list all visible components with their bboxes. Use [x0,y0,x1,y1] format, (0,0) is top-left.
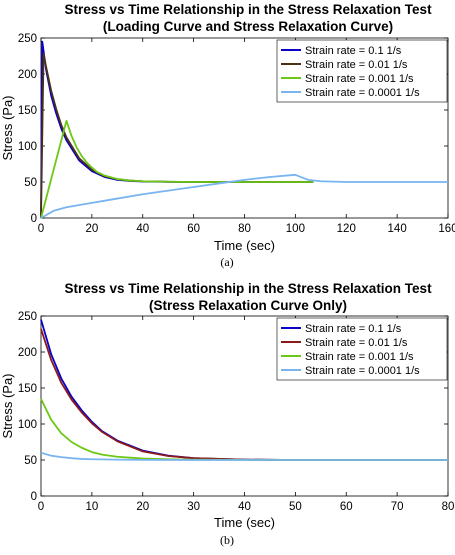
chart-title: Stress vs Time Relationship in the Stres… [64,2,432,17]
legend-entry: Strain rate = 0.01 1/s [305,59,408,71]
y-tick-label: 250 [18,33,37,45]
series-line-3 [40,451,448,461]
y-axis-label: Stress (Pa) [0,373,15,438]
x-tick-label: 20 [85,223,98,235]
y-tick-label: 200 [18,347,37,359]
y-tick-label: 100 [18,141,37,153]
legend-box [276,39,448,103]
x-tick-label: 120 [337,223,356,235]
legend-entry: Strain rate = 0.0001 1/s [305,87,420,99]
x-tick-label: 100 [286,223,305,235]
axis-ticks: 0 20 40 60 80 100 120 140 160 0 50 100 150 200 250 [18,33,455,235]
x-tick-label: 0 [38,501,44,513]
legend-entry: Strain rate = 0.0001 1/s [305,365,420,377]
x-tick-label: 80 [238,223,251,235]
x-tick-label: 20 [136,501,149,513]
x-tick-label: 50 [289,501,302,513]
chart-title: Stress vs Time Relationship in the Stres… [64,281,432,296]
legend-entry: Strain rate = 0.1 1/s [305,323,402,335]
axis-ticks: 0 10 20 30 40 50 60 70 80 0 50 100 150 200 250 [18,311,455,513]
x-axis-label: Time (sec) [214,238,275,253]
y-tick-label: 250 [18,311,37,323]
x-tick-label: 60 [187,223,200,235]
x-tick-label: 70 [391,501,404,513]
x-axis-label: Time (sec) [214,515,275,530]
chart-panel-a: Stress vs Time Relationship in the Stres… [0,2,455,269]
legend-entry: Strain rate = 0.1 1/s [305,45,402,57]
series-line-2 [40,119,314,219]
x-tick-label: 80 [442,501,455,513]
x-tick-label: 0 [38,223,44,235]
y-tick-label: 0 [31,213,37,225]
x-tick-label: 40 [238,501,251,513]
chart-panel-b: Stress vs Time Relationship in the Stres… [0,281,454,547]
y-tick-label: 150 [18,105,37,117]
legend: Strain rate = 0.1 1/s Strain rate = 0.01 … [276,39,448,103]
y-tick-label: 0 [31,491,37,503]
y-tick-label: 50 [24,177,37,189]
chart-subtitle: (Stress Relaxation Curve Only) [149,298,347,313]
series-line-3 [40,173,448,219]
x-tick-label: 40 [136,223,149,235]
legend: Strain rate = 0.1 1/s Strain rate = 0.01 … [276,317,448,381]
legend-entry: Strain rate = 0.01 1/s [305,337,408,349]
series-lines [40,319,448,461]
legend-entry: Strain rate = 0.001 1/s [305,73,414,85]
panel-label: (a) [220,255,233,269]
y-tick-label: 150 [18,383,37,395]
y-tick-label: 200 [18,69,37,81]
series-lines [40,40,448,219]
chart-subtitle: (Loading Curve and Stress Relaxation Cur… [103,19,393,34]
y-tick-label: 100 [18,419,37,431]
x-tick-label: 140 [388,223,407,235]
y-axis-label: Stress (Pa) [0,95,15,160]
x-tick-label: 160 [438,223,455,235]
panel-label: (b) [220,533,234,547]
x-tick-label: 30 [187,501,200,513]
x-tick-label: 10 [85,501,98,513]
legend-entry: Strain rate = 0.001 1/s [305,351,414,363]
x-tick-label: 60 [340,501,353,513]
legend-box [276,317,448,381]
y-tick-label: 50 [24,455,37,467]
